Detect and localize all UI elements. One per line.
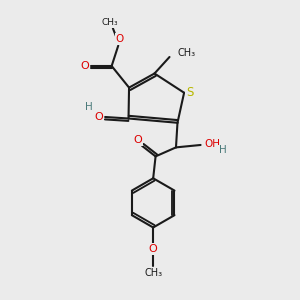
Text: CH₃: CH₃: [178, 47, 196, 58]
Text: O: O: [80, 61, 89, 71]
Text: CH₃: CH₃: [101, 18, 118, 27]
Text: S: S: [186, 86, 193, 99]
Text: OH: OH: [204, 140, 220, 149]
Text: CH₃: CH₃: [144, 268, 162, 278]
Text: O: O: [94, 112, 103, 122]
Text: H: H: [219, 146, 227, 155]
Text: O: O: [149, 244, 158, 254]
Text: O: O: [134, 136, 142, 146]
Text: O: O: [116, 34, 124, 44]
Text: H: H: [85, 102, 92, 112]
